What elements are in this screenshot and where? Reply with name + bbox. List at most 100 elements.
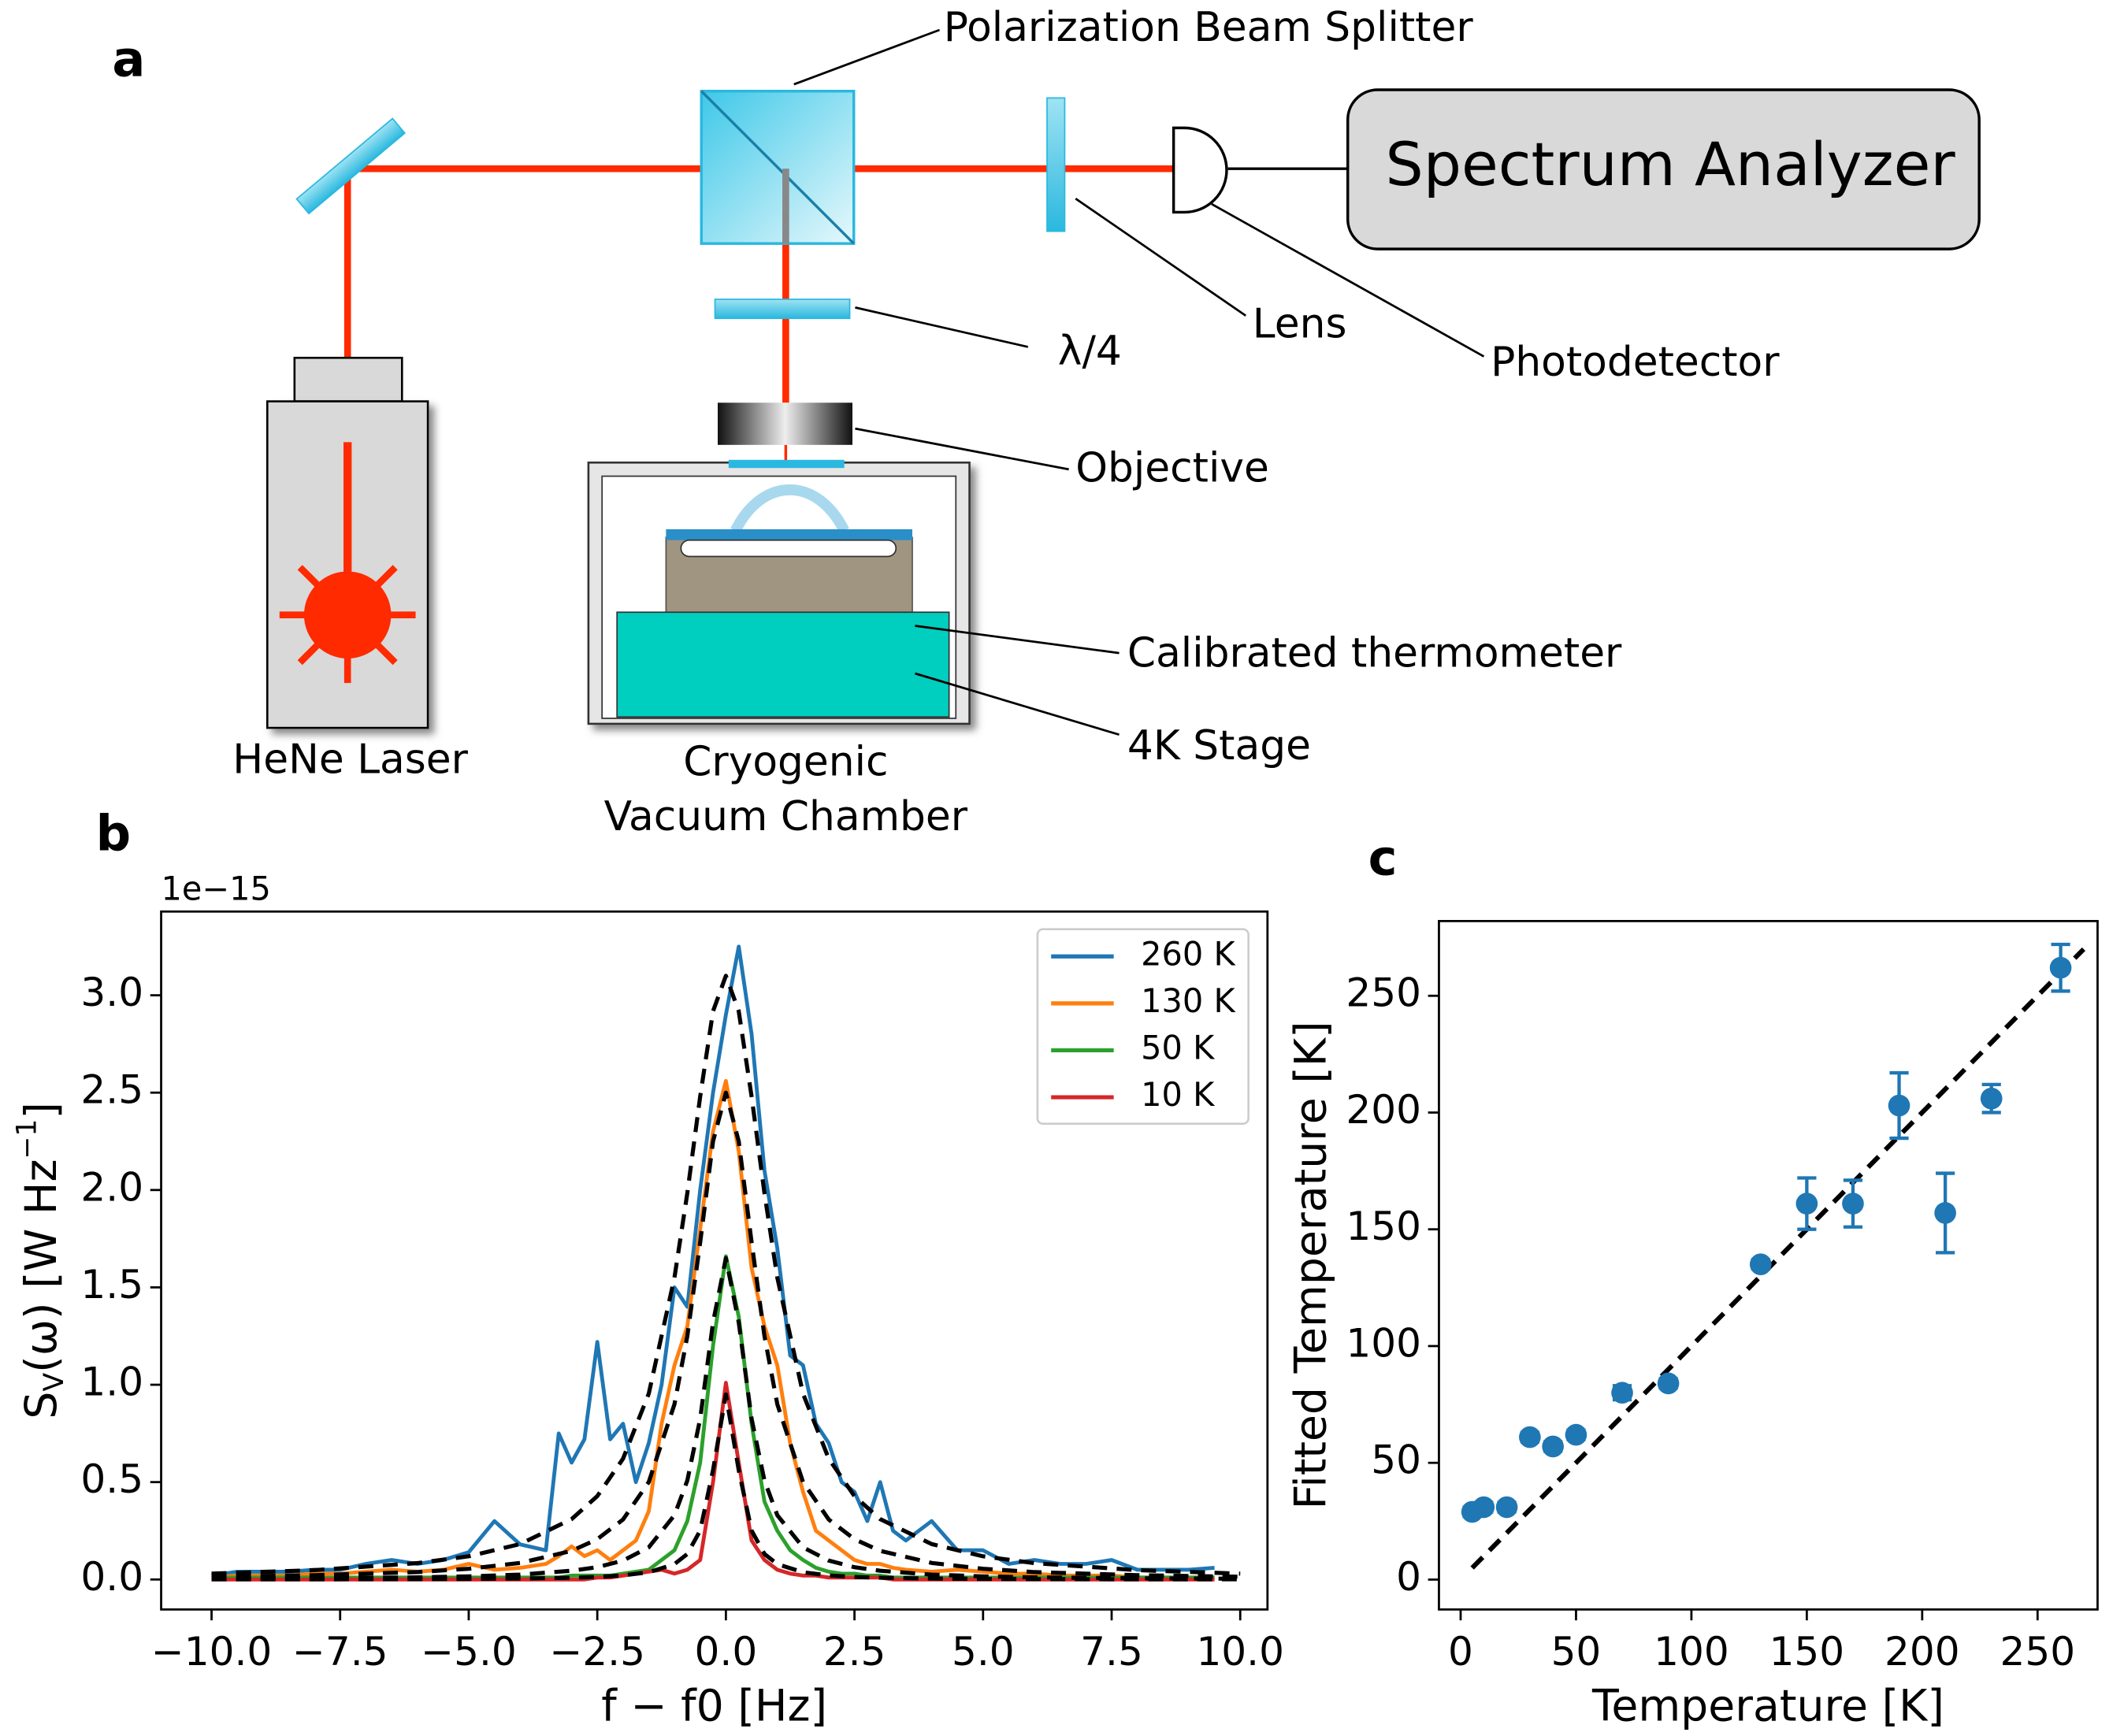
objective	[718, 402, 852, 445]
x-tick-label: 0	[1448, 1629, 1473, 1675]
photodetector	[1172, 126, 1228, 214]
pointer	[915, 672, 1120, 736]
laser-burst	[279, 547, 416, 684]
x-tick-label: 200	[1884, 1629, 1960, 1675]
x-tick-label: −10.0	[151, 1629, 272, 1675]
analyzer-label: Spectrum Analyzer	[1386, 129, 1956, 199]
pointer	[855, 306, 1029, 348]
data-point	[1795, 1193, 1818, 1215]
y-axis-label: SV(ω) [W Hz−1]	[11, 1102, 70, 1419]
data-point	[1749, 1253, 1772, 1275]
y-tick-label: 1.5	[80, 1262, 143, 1308]
y-axis-label: Fitted Temperature [K]	[1287, 1021, 1337, 1509]
plot-frame	[1438, 919, 2099, 1611]
y-label-part: ]	[17, 1102, 67, 1119]
x-tick-label: 7.5	[1080, 1629, 1143, 1675]
data-point	[1657, 1372, 1680, 1395]
splitter-diagonal	[700, 90, 855, 245]
pointer	[1075, 198, 1246, 317]
pointer	[1211, 202, 1485, 358]
pointer	[855, 427, 1069, 471]
membrane	[730, 484, 849, 533]
y-tick-label: 3.0	[80, 970, 143, 1015]
laser-head	[293, 356, 403, 402]
data-point	[1542, 1435, 1564, 1458]
data-point	[1842, 1193, 1864, 1215]
data-point	[1472, 1496, 1495, 1519]
quarter-wave-plate	[714, 299, 851, 320]
x-axis-label: Temperature [K]	[1591, 1682, 1944, 1732]
legend-label: 260 K	[1141, 935, 1236, 973]
setup-diagram: Spectrum Analyzer Polarization Beam Spli…	[232, 4, 1981, 840]
label: Calibrated thermometer	[1127, 630, 1622, 677]
legend-label: 130 K	[1141, 982, 1236, 1020]
x-tick-label: 0.0	[695, 1629, 758, 1675]
x-tick-label: 150	[1769, 1629, 1845, 1675]
label: 4K Stage	[1127, 722, 1311, 770]
sample-chip	[666, 529, 912, 540]
chamber-window	[728, 459, 845, 469]
x-tick-label: 50	[1551, 1629, 1602, 1675]
label: λ/4	[1058, 328, 1122, 375]
data-point	[1980, 1087, 2003, 1110]
plot-frame	[160, 910, 1269, 1611]
y-label-sup: −1	[11, 1119, 43, 1159]
y-label-part: S	[17, 1391, 67, 1419]
data-point	[1519, 1426, 1541, 1449]
data-point	[2049, 956, 2072, 979]
spectrum-analyzer	[1346, 88, 1981, 250]
label: HeNe Laser	[232, 736, 468, 783]
y-tick-label: 50	[1371, 1437, 1421, 1483]
panel-label: b	[96, 804, 132, 862]
y-tick-label: 0.5	[80, 1456, 143, 1502]
series-line	[211, 1381, 1215, 1582]
label: Cryogenic	[683, 739, 888, 786]
stage	[616, 611, 950, 718]
fit-line	[1470, 947, 2086, 1570]
data-point	[1611, 1382, 1633, 1404]
y-tick-label: 150	[1346, 1204, 1421, 1249]
y-tick-label: 2.0	[80, 1164, 143, 1210]
offset-text: 1e−15	[162, 870, 271, 907]
data-point	[1934, 1202, 1956, 1224]
fit-line	[211, 1256, 1241, 1581]
x-tick-label: 10.0	[1196, 1629, 1284, 1675]
legend-label: 50 K	[1141, 1029, 1216, 1066]
panel-label: c	[1368, 829, 1398, 886]
y-tick-label: 2.5	[80, 1067, 143, 1113]
series-line	[211, 1254, 1215, 1580]
data-point	[1888, 1094, 1910, 1117]
lens	[1046, 97, 1066, 232]
fit-line	[211, 974, 1241, 1576]
x-axis-label: f − f0 [Hz]	[601, 1682, 827, 1732]
y-label-part: (ω) [W Hz	[17, 1159, 67, 1373]
legend-box	[1036, 928, 1250, 1126]
sample-cavity	[680, 539, 897, 558]
data-point	[1495, 1496, 1518, 1519]
y-tick-label: 200	[1346, 1087, 1421, 1133]
fit-line	[211, 1392, 1241, 1582]
y-tick-label: 0.0	[80, 1554, 143, 1600]
x-tick-label: 250	[2000, 1629, 2075, 1675]
x-tick-label: −2.5	[549, 1629, 645, 1675]
label: Lens	[1253, 301, 1347, 348]
x-tick-label: −5.0	[421, 1629, 517, 1675]
x-tick-label: 2.5	[823, 1629, 886, 1675]
fit-line	[211, 1090, 1241, 1579]
pointer	[915, 625, 1120, 655]
mirror	[295, 117, 407, 215]
y-tick-label: 100	[1346, 1320, 1421, 1366]
y-tick-label: 0	[1396, 1554, 1421, 1600]
x-tick-label: 100	[1654, 1629, 1729, 1675]
y-tick-label: 250	[1346, 970, 1421, 1016]
label: Photodetector	[1491, 339, 1780, 386]
y-tick-label: 1.0	[80, 1359, 143, 1405]
panel-label: a	[112, 31, 145, 88]
label: Objective	[1075, 445, 1269, 492]
label: Vacuum Chamber	[604, 793, 968, 840]
data-point	[1565, 1423, 1587, 1446]
label: Polarization Beam Splitter	[944, 4, 1474, 51]
x-tick-label: 5.0	[952, 1629, 1015, 1675]
legend-label: 10 K	[1141, 1076, 1216, 1114]
